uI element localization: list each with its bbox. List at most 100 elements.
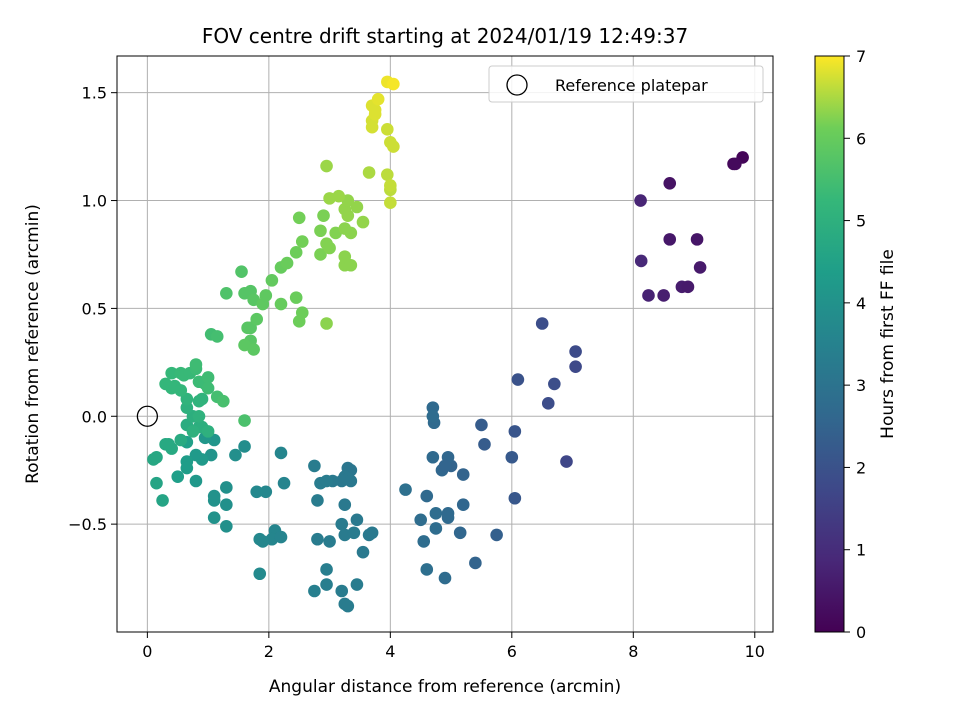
y-tick-label: 1.5 (82, 84, 107, 103)
data-point (235, 265, 248, 279)
data-point (657, 289, 670, 302)
x-tick-label: 0 (142, 642, 152, 661)
data-point (220, 519, 233, 533)
data-point (311, 532, 324, 546)
data-point (207, 511, 221, 524)
data-point (508, 425, 522, 438)
data-point (220, 481, 233, 494)
data-point (505, 450, 519, 464)
data-point (308, 459, 321, 473)
data-point (323, 241, 336, 255)
data-point (289, 246, 303, 259)
data-point (429, 507, 443, 520)
data-point (569, 360, 582, 373)
data-point (469, 556, 482, 570)
y-tick-label: 0.5 (82, 299, 107, 318)
legend-marker-icon (506, 74, 528, 96)
data-point (478, 438, 491, 451)
data-point (250, 312, 264, 326)
y-axis-label: Rotation from reference (arcmin) (23, 204, 43, 484)
data-point (341, 599, 355, 613)
data-point (399, 483, 412, 496)
data-point (195, 392, 209, 406)
data-point (350, 513, 364, 527)
data-point (165, 366, 178, 380)
data-point (314, 224, 327, 238)
data-point (195, 453, 209, 466)
data-point (332, 189, 346, 203)
data-point (384, 179, 397, 192)
data-point (350, 578, 364, 591)
data-point (280, 256, 294, 270)
data-point (308, 584, 321, 598)
data-point (429, 522, 443, 535)
data-point (317, 209, 330, 222)
data-point (259, 289, 273, 302)
data-point (220, 287, 233, 300)
y-tick-label: −0.5 (68, 515, 107, 534)
data-point (150, 450, 163, 464)
data-point (311, 494, 324, 507)
data-point (338, 222, 352, 235)
data-point (511, 373, 525, 386)
data-point (335, 584, 349, 598)
data-point (663, 233, 677, 246)
data-point (289, 291, 303, 304)
data-point (256, 535, 270, 548)
data-point (320, 317, 333, 330)
data-point (371, 92, 385, 106)
data-point (210, 330, 224, 343)
data-point (277, 476, 291, 490)
data-point (634, 254, 648, 268)
data-points (136, 75, 749, 613)
data-point (165, 442, 178, 455)
data-point (320, 474, 333, 488)
data-point (438, 459, 452, 473)
data-point (238, 440, 251, 453)
data-point (274, 297, 288, 311)
x-axis-label: Angular distance from reference (arcmin) (269, 677, 621, 697)
data-point (380, 168, 394, 181)
colorbar-tick-label: 1 (856, 541, 866, 560)
data-point (247, 343, 260, 356)
data-point (338, 498, 352, 512)
data-point (560, 455, 573, 468)
data-point (259, 485, 273, 499)
colorbar-tick-label: 0 (856, 623, 866, 642)
data-point (174, 384, 188, 397)
data-point (420, 489, 434, 503)
chart-title: FOV centre drift starting at 2024/01/19 … (202, 24, 688, 48)
data-point (180, 401, 194, 414)
data-point (387, 77, 400, 91)
data-point (238, 414, 251, 427)
data-point (417, 535, 431, 548)
data-point (456, 468, 470, 481)
data-point (356, 545, 370, 559)
colorbar-label: Hours from first FF file (878, 249, 898, 439)
data-point (150, 476, 163, 490)
data-point (253, 567, 267, 581)
data-point (189, 474, 203, 488)
data-point (535, 317, 549, 330)
x-axis-ticks: 0 2 4 6 8 10 (142, 632, 765, 661)
y-axis-ticks: −0.5 0.0 0.5 1.0 1.5 (68, 84, 117, 534)
data-point (690, 233, 704, 246)
colorbar-tick-label: 2 (856, 458, 866, 477)
data-point (347, 526, 361, 540)
data-point (250, 485, 264, 499)
data-point (541, 397, 555, 410)
x-tick-label: 8 (628, 642, 638, 661)
data-point (426, 450, 440, 464)
data-point (292, 211, 306, 225)
data-point (634, 194, 647, 207)
data-point (314, 248, 327, 261)
data-point (265, 274, 279, 287)
data-point (548, 377, 561, 391)
data-point (189, 358, 203, 371)
data-point (362, 166, 376, 179)
data-point (344, 258, 358, 272)
colorbar-tick-label: 3 (856, 376, 866, 395)
data-point (642, 289, 655, 302)
data-point (490, 528, 503, 542)
